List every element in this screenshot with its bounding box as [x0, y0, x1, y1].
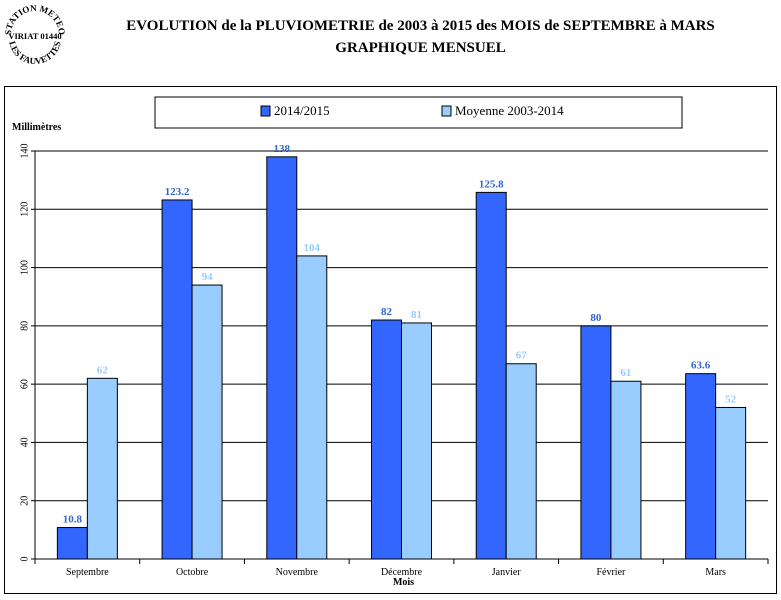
x-tick-label: Février [596, 567, 626, 578]
y-tick-label: 80 [20, 321, 31, 331]
data-label: 67 [516, 350, 528, 362]
legend-box [154, 96, 683, 129]
x-tick-label: Octobre [176, 567, 209, 578]
y-tick-label: 100 [20, 260, 31, 275]
x-tick-label: Janvier [492, 567, 522, 578]
bar-average [191, 284, 223, 560]
x-tick-label: Décembre [381, 567, 423, 578]
chart-frame [4, 86, 777, 594]
bar-current [56, 527, 88, 560]
x-tick-label: Mars [705, 567, 726, 578]
data-label: 80 [590, 312, 602, 324]
y-axis-title: Millimètres [12, 122, 61, 133]
bar-current [266, 156, 298, 560]
x-tick-label: Novembre [276, 567, 319, 578]
data-label: 10.8 [63, 514, 83, 526]
data-label: 104 [304, 242, 321, 254]
data-label: 61 [620, 367, 631, 379]
bar-average [401, 322, 432, 560]
data-label: 52 [725, 393, 737, 405]
bar-current [475, 191, 507, 560]
legend-label: Moyenne 2003-2014 [455, 103, 564, 118]
data-label: 82 [381, 306, 393, 318]
data-label: 62 [97, 364, 109, 376]
y-tick-label: 140 [20, 144, 31, 159]
legend-swatch [260, 105, 271, 117]
bar-average [296, 255, 328, 560]
y-tick-label: 120 [20, 202, 31, 217]
bar-average [86, 377, 118, 560]
bars [56, 156, 747, 560]
station-stamp-logo: STATION METEO VIRIAT 01440 LES FAUVETTES [3, 3, 67, 66]
data-label: 138 [274, 143, 291, 155]
legend: 2014/2015 Moyenne 2003-2014 [154, 96, 683, 129]
bar-current [371, 319, 402, 560]
legend-swatch [441, 105, 452, 117]
data-label: 81 [411, 309, 422, 321]
y-tick-label: 60 [20, 379, 31, 389]
bar-current [580, 325, 612, 560]
legend-label: 2014/2015 [274, 103, 330, 118]
y-tick-label: 0 [20, 557, 31, 562]
bar-average [505, 363, 537, 560]
axes: 0 20 40 60 80 100 120 140 Septembre Octobre Novemb… [12, 122, 769, 588]
x-axis-title: Mois [393, 577, 414, 588]
y-tick-label: 20 [20, 496, 31, 506]
bar-current [685, 373, 717, 560]
data-label: 123.2 [165, 186, 190, 198]
data-label: 125.8 [479, 178, 504, 190]
svg-text:VIRIAT 01440: VIRIAT 01440 [8, 31, 61, 41]
data-label: 94 [202, 271, 214, 283]
data-label: 63.6 [691, 360, 711, 372]
y-tick-label: 40 [20, 437, 31, 447]
bar-average [610, 380, 642, 560]
bar-average [715, 406, 747, 560]
x-tick-label: Septembre [66, 567, 109, 578]
data-labels: 10.8 123.2 138 82 125.8 80 63.6 62 94 104 81 67 61 52 [63, 143, 737, 526]
chart-subtitle: GRAPHIQUE MENSUEL [335, 40, 506, 56]
bar-current [161, 199, 193, 560]
chart-title: EVOLUTION de la PLUVIOMETRIE de 2003 à 2… [126, 18, 715, 34]
